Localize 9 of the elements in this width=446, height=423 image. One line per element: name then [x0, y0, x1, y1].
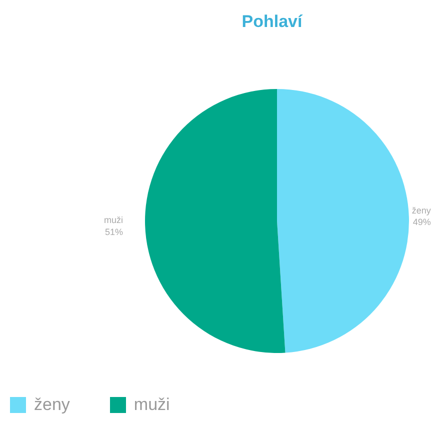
- legend-label: ženy: [34, 395, 70, 415]
- data-label: 49%: [412, 217, 431, 228]
- legend-label: muži: [134, 395, 170, 415]
- data-label: 51%: [105, 226, 124, 237]
- slice-label: muži: [104, 215, 124, 226]
- slice-label: ženy: [412, 205, 432, 216]
- pie-slice: [277, 89, 409, 353]
- chart-title: Pohlaví: [240, 12, 304, 32]
- pie-slice: [145, 89, 286, 353]
